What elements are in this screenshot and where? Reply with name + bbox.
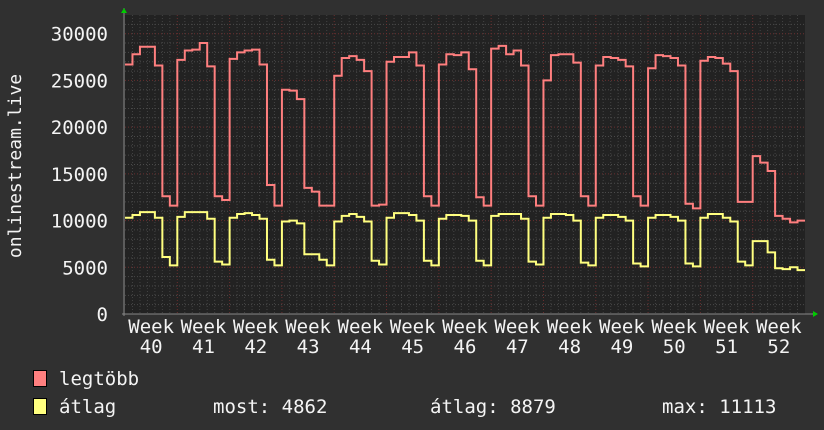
stat-most: most: 4862: [213, 396, 328, 418]
legend-swatch-yellow: [33, 398, 47, 415]
x-tick-label-part: 40: [140, 336, 163, 358]
legend-label: legtöbb: [59, 368, 140, 390]
x-tick-label-part: 47: [506, 336, 529, 358]
x-tick-label: Week 42: [233, 316, 279, 358]
x-tick-label-part: Week: [651, 316, 697, 338]
x-tick-label: Week 44: [338, 316, 384, 358]
series-line-atlag: [125, 211, 805, 272]
x-tick-label: Week 49: [599, 316, 645, 358]
y-tick-label: 15000: [51, 164, 108, 186]
x-tick-label-part: 45: [401, 336, 424, 358]
x-tick-label-part: 41: [192, 336, 215, 358]
x-tick-label-part: 46: [454, 336, 477, 358]
stat-max: max: 11113: [662, 396, 777, 418]
y-tick-label: 25000: [51, 70, 108, 92]
legend-label: átlag: [59, 396, 117, 418]
y-tick-label: 5000: [62, 257, 108, 279]
x-tick-label-part: Week: [756, 316, 802, 338]
x-tick-label-part: 48: [558, 336, 581, 358]
x-tick-label-part: 42: [244, 336, 267, 358]
x-tick-label-part: Week: [128, 316, 174, 338]
x-tick-label-part: Week: [442, 316, 488, 338]
x-tick-label-part: Week: [390, 316, 436, 338]
x-tick-label: Week 47: [494, 316, 540, 358]
x-tick-label-part: Week: [338, 316, 384, 338]
x-tick-label: Week 40: [128, 316, 174, 358]
x-tick-label: Week 51: [704, 316, 750, 358]
x-tick-label-part: Week: [285, 316, 331, 338]
x-tick-label-part: Week: [494, 316, 540, 338]
stat-atlag: átlag: 8879: [430, 396, 556, 418]
x-tick-label-part: Week: [233, 316, 279, 338]
x-tick-label: Week 43: [285, 316, 331, 358]
y-axis-title: onlinestream.live: [5, 74, 26, 258]
legend-item-legtobb: legtöbb: [33, 368, 139, 390]
x-tick-label-part: 50: [663, 336, 686, 358]
x-tick-label-part: 43: [297, 336, 320, 358]
x-tick-label: Week 41: [181, 316, 227, 358]
y-axis-arrow-icon: [121, 8, 127, 13]
y-tick-label: 10000: [51, 211, 108, 233]
x-tick-label: Week 45: [390, 316, 436, 358]
x-tick-label: Week 48: [547, 316, 593, 358]
x-tick-label-part: Week: [547, 316, 593, 338]
legend-item-atlag: átlag: [33, 396, 116, 418]
legend-swatch-red: [33, 370, 47, 387]
x-tick-label: Week 52: [756, 316, 802, 358]
x-tick-label-part: 49: [610, 336, 633, 358]
x-tick-label: Week 50: [651, 316, 697, 358]
y-tick-label: 30000: [51, 24, 108, 46]
series-line-legtobb: [125, 42, 805, 224]
x-tick-label-part: Week: [599, 316, 645, 338]
y-tick-label: 20000: [51, 117, 108, 139]
x-tick-label-part: 44: [349, 336, 372, 358]
x-tick-label-part: 51: [715, 336, 738, 358]
x-axis-arrow-icon: [813, 311, 818, 317]
x-tick-label-part: Week: [181, 316, 227, 338]
x-tick-label-part: Week: [704, 316, 750, 338]
x-tick-label-part: 52: [767, 336, 790, 358]
x-tick-label: Week 46: [442, 316, 488, 358]
y-tick-label: 0: [97, 304, 108, 326]
